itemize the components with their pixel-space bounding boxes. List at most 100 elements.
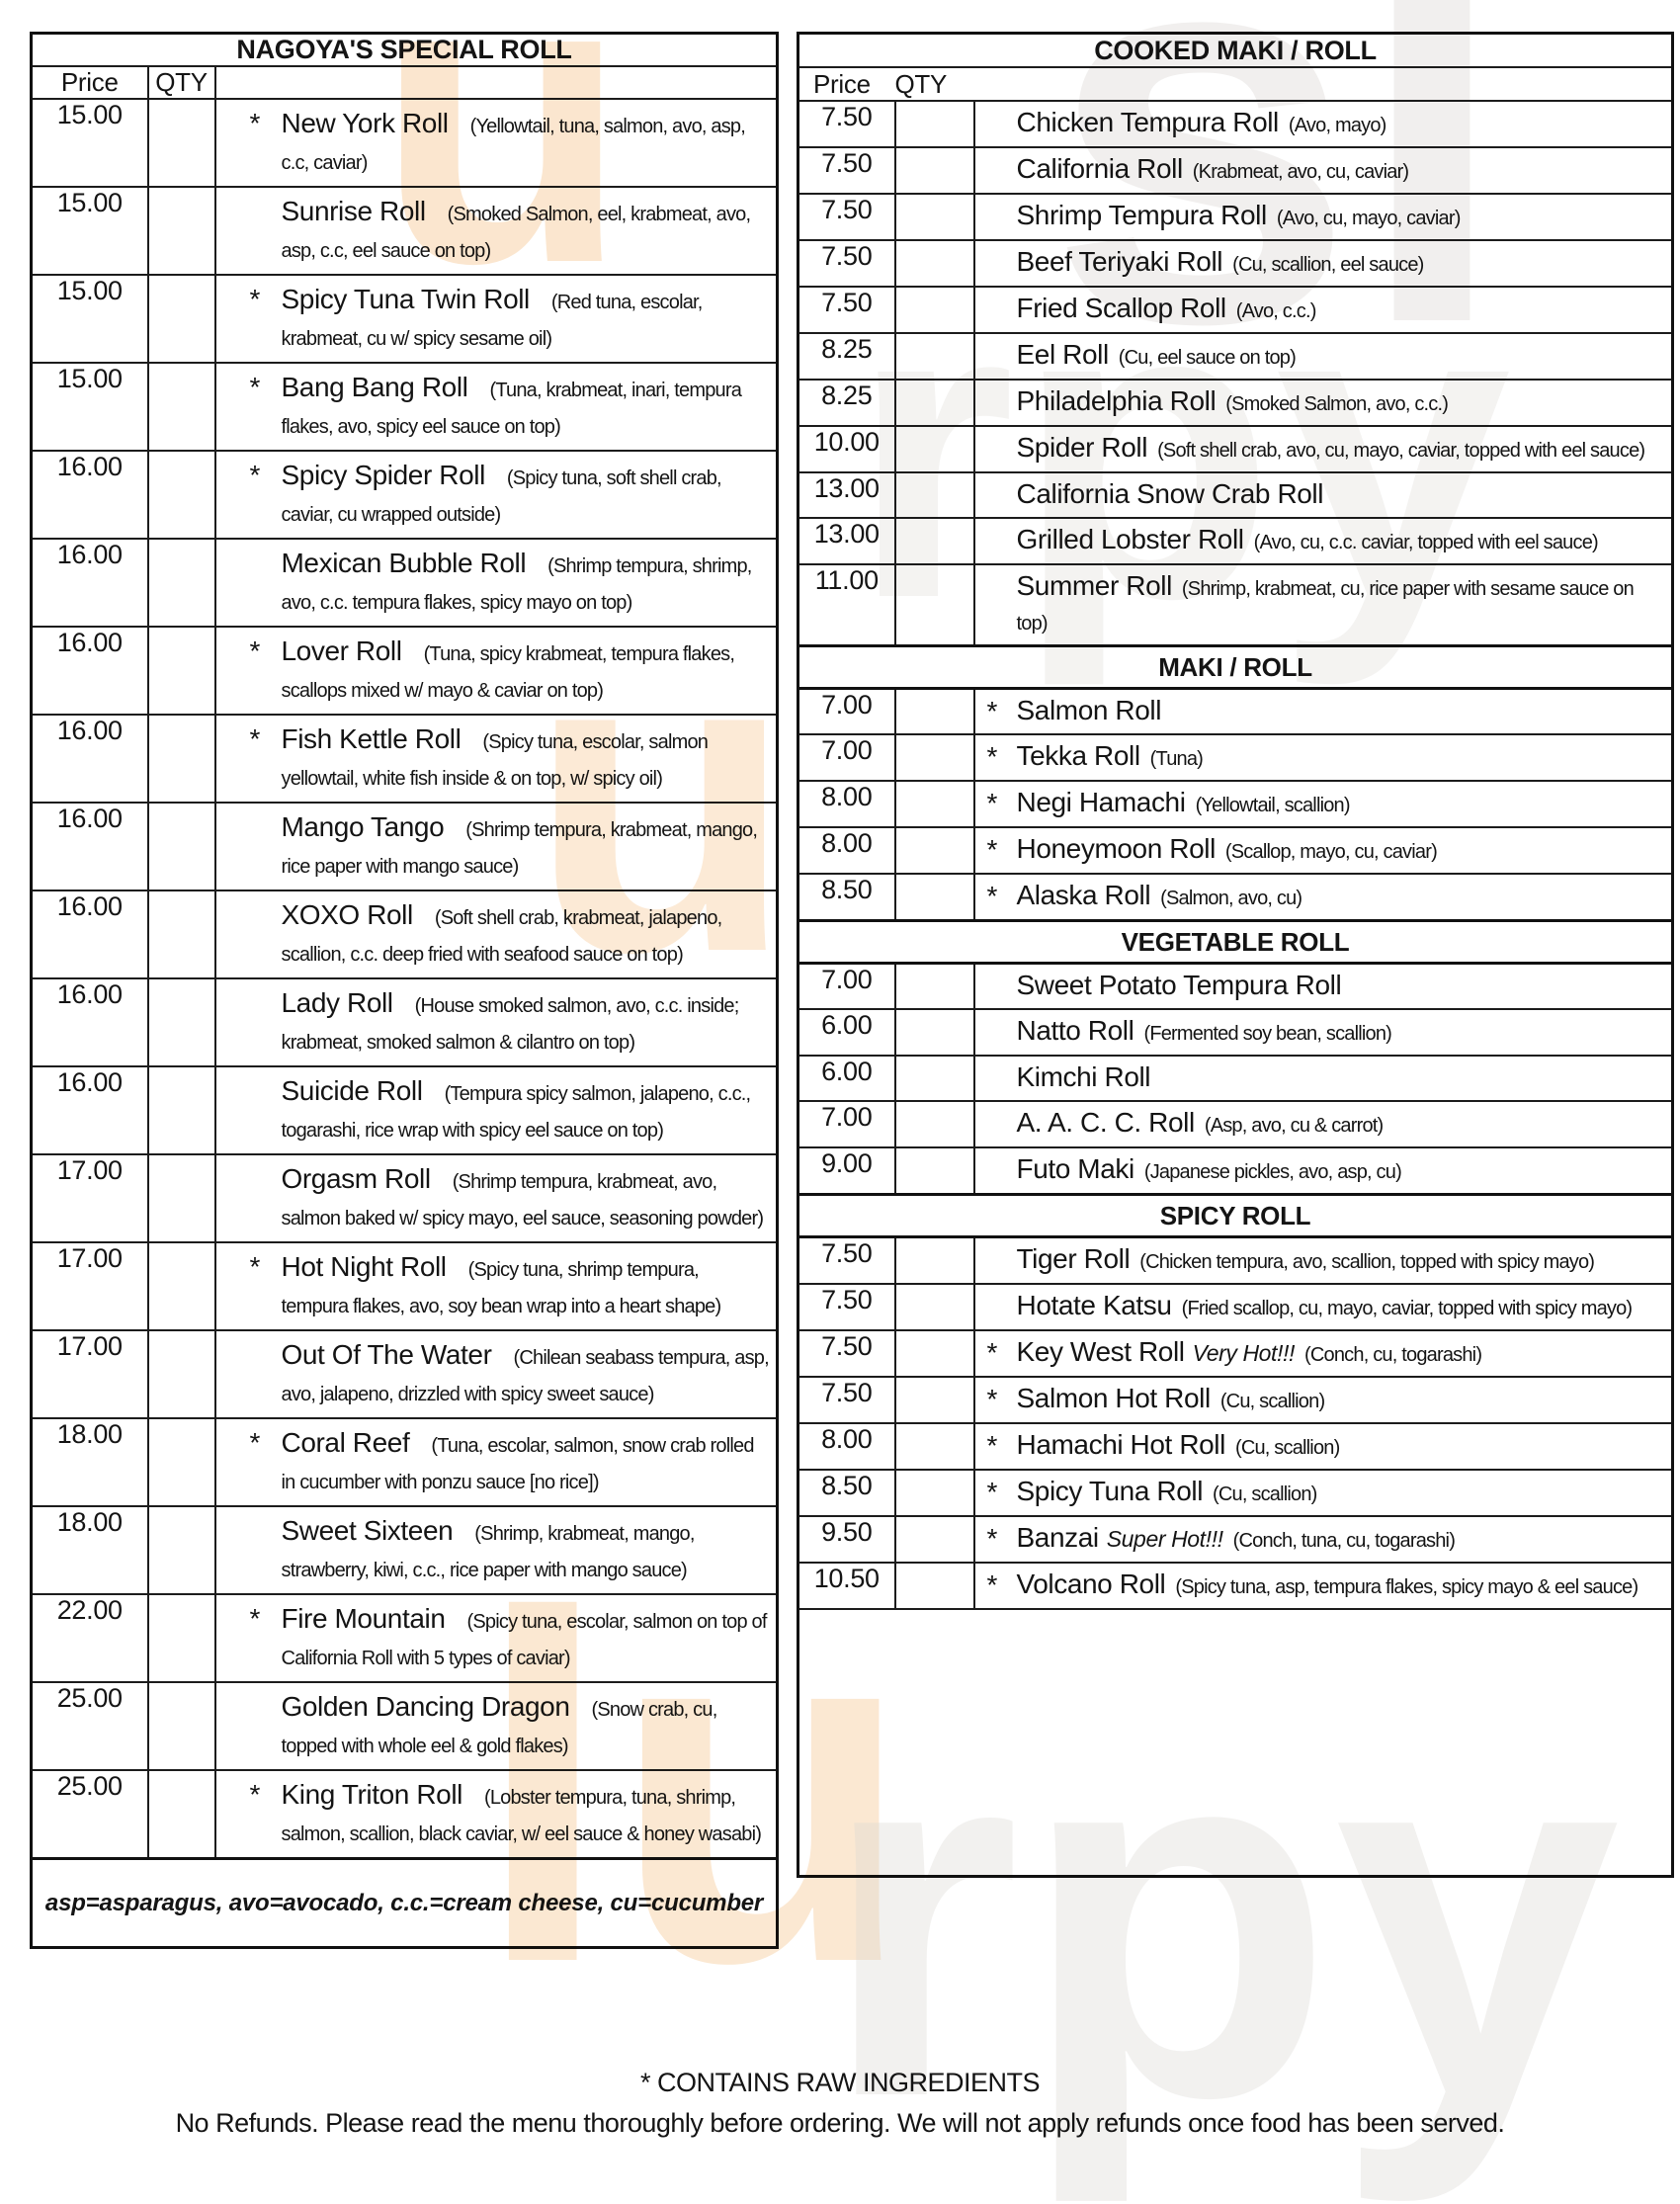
item-name: Out Of The Water — [281, 1339, 492, 1370]
item-cell: * Banzai Super Hot!!! (Conch, tuna, cu, to… — [972, 1515, 1674, 1564]
qty-cell — [893, 1235, 975, 1285]
qty-cell — [893, 286, 975, 334]
item-cell: * Salmon Roll — [972, 687, 1674, 735]
price-cell: 7.00 — [797, 733, 896, 782]
item-text: Spicy Spider Roll (Spicy tuna, soft shell… — [282, 459, 771, 532]
item-text: Lover Roll (Tuna, spicy krabmeat, tempura… — [282, 635, 771, 708]
item-description: (Fermented soy bean, scallion) — [1143, 1023, 1392, 1045]
item-text: Natto Roll (Fermented soy bean, scallion) — [1017, 1015, 1392, 1050]
item-cell: Beef Teriyaki Roll (Cu, scallion, eel sau… — [972, 239, 1674, 288]
item-name: Sweet Sixteen — [281, 1515, 454, 1546]
raw-star: * — [249, 108, 261, 138]
item-hot-note: Very Hot!!! — [1192, 1340, 1296, 1366]
raw-star: * — [249, 284, 261, 314]
item-cell: Mango Tango (Shrimp tempura, krabmeat, ma… — [213, 802, 779, 891]
item-cell: * Negi Hamachi (Yellowtail, scallion) — [972, 780, 1674, 828]
empty-area — [797, 1608, 1674, 1878]
qty-cell — [893, 780, 975, 828]
item-name: Spicy Spider Roll — [281, 460, 486, 490]
item-cell: Golden Dancing Dragon (Snow crab, cu, top… — [213, 1681, 779, 1771]
qty-cell — [146, 802, 216, 891]
price-cell: 9.00 — [797, 1146, 896, 1196]
maki-roll-items: 7.00 * Salmon Roll 7.00 * Tekka Roll (Tun… — [797, 687, 1674, 922]
item-description: (Cu, scallion, eel sauce) — [1232, 254, 1424, 276]
raw-star: * — [249, 636, 261, 666]
qty-column-header: QTY — [894, 66, 974, 102]
item-description: (Salmon, avo, cu) — [1160, 888, 1302, 909]
item-name: Shrimp Tempura Roll — [1016, 200, 1268, 230]
item-name: Grilled Lobster Roll — [1016, 524, 1245, 554]
item-name: Mango Tango — [281, 811, 445, 842]
table-row: 8.50 * Alaska Roll (Salmon, avo, cu) — [797, 873, 1674, 922]
item-description: (Conch, tuna, cu, togarashi) — [1232, 1530, 1456, 1552]
item-name: Sweet Potato Tempura Roll — [1016, 970, 1342, 1000]
item-name: New York Roll — [281, 108, 450, 138]
qty-column-header: QTY — [146, 65, 216, 100]
item-name: Beef Teriyaki Roll — [1016, 246, 1223, 277]
qty-cell — [893, 471, 975, 519]
table-row: 25.00 Golden Dancing Dragon (Snow crab, c… — [30, 1681, 779, 1771]
table-title-row: COOKED MAKI / ROLL — [797, 32, 1674, 68]
item-description: (Cu, scallion) — [1213, 1483, 1317, 1505]
price-cell: 22.00 — [30, 1593, 149, 1683]
item-column-header — [973, 66, 1673, 102]
item-cell: Mexican Bubble Roll (Shrimp tempura, shri… — [213, 538, 779, 628]
spicy-roll-items: 7.50 Tiger Roll (Chicken tempura, avo, sc… — [797, 1235, 1674, 1610]
qty-cell — [146, 714, 216, 804]
item-text: XOXO Roll (Soft shell crab, krabmeat, jal… — [282, 898, 771, 972]
item-cell: California Roll (Krabmeat, avo, cu, cavia… — [972, 146, 1674, 195]
price-cell: 9.50 — [797, 1515, 896, 1564]
raw-star: * — [986, 696, 998, 726]
table-row: 7.50 Hotate Katsu (Fried scallop, cu, may… — [797, 1283, 1674, 1331]
qty-cell — [893, 1146, 975, 1196]
item-text: Shrimp Tempura Roll (Avo, cu, mayo, cavia… — [1016, 200, 1462, 234]
item-name: Spicy Tuna Twin Roll — [281, 284, 531, 314]
price-cell: 18.00 — [30, 1505, 149, 1595]
item-name: Salmon Roll — [1016, 695, 1162, 725]
item-description: (Spicy tuna, shrimp tempura, tempura fla… — [281, 1259, 722, 1317]
item-description: (Spicy tuna, soft shell crab, caviar, cu… — [281, 467, 722, 526]
price-cell: 7.00 — [797, 687, 896, 735]
item-name: Fish Kettle Roll — [281, 723, 462, 754]
item-cell: * Salmon Hot Roll (Cu, scallion) — [972, 1376, 1674, 1424]
item-cell: * Fish Kettle Roll (Spicy tuna, escolar, … — [213, 714, 779, 804]
item-description: (Tuna, escolar, salmon, snow crab rolled… — [281, 1435, 755, 1493]
item-description: (Krabmeat, avo, cu, caviar) — [1192, 161, 1409, 183]
item-text: Beef Teriyaki Roll (Cu, scallion, eel sau… — [1016, 246, 1425, 281]
table-row: 8.00 * Hamachi Hot Roll (Cu, scallion) — [797, 1422, 1674, 1471]
item-name: A. A. C. C. Roll — [1016, 1107, 1196, 1138]
table-row: 16.00 Lady Roll (House smoked salmon, avo… — [30, 977, 779, 1067]
table-row: 7.00 A. A. C. C. Roll (Asp, avo, cu & car… — [797, 1100, 1674, 1148]
qty-cell — [146, 1593, 216, 1683]
price-cell: 17.00 — [30, 1329, 149, 1419]
item-name: Hot Night Roll — [281, 1251, 448, 1282]
item-cell: Fried Scallop Roll (Avo, c.c.) — [972, 286, 1674, 334]
item-text: Salmon Hot Roll (Cu, scallion) — [1017, 1383, 1326, 1417]
item-cell: Out Of The Water (Chilean seabass tempura… — [213, 1329, 779, 1419]
raw-star: * — [249, 460, 261, 490]
item-column-header — [213, 65, 779, 100]
table-row: 17.00 Orgasm Roll (Shrimp tempura, krabme… — [30, 1153, 779, 1243]
item-description: (Tuna, spicy krabmeat, tempura flakes, s… — [281, 643, 735, 702]
item-name: Sunrise Roll — [281, 196, 427, 226]
item-description: (Scallop, mayo, cu, caviar) — [1224, 841, 1438, 863]
item-cell: Orgasm Roll (Shrimp tempura, krabmeat, av… — [213, 1153, 779, 1243]
qty-cell — [893, 1008, 975, 1057]
price-cell: 15.00 — [30, 362, 149, 452]
qty-cell — [893, 379, 975, 427]
item-cell: * Hamachi Hot Roll (Cu, scallion) — [972, 1422, 1674, 1471]
table-row: 8.25 Eel Roll (Cu, eel sauce on top) — [797, 332, 1674, 381]
item-text: Summer Roll (Shrimp, krabmeat, cu, rice p… — [1017, 570, 1664, 639]
item-cell: * Spicy Spider Roll (Spicy tuna, soft she… — [213, 450, 779, 540]
item-cell: * Volcano Roll (Spicy tuna, asp, tempura … — [972, 1562, 1674, 1610]
qty-cell — [893, 1515, 975, 1564]
table-row: 7.50 Tiger Roll (Chicken tempura, avo, sc… — [797, 1235, 1674, 1285]
qty-cell — [893, 962, 975, 1010]
special-roll-table: NAGOYA'S SPECIAL ROLL Price QTY 15.00 * … — [30, 32, 779, 1949]
item-text: Sweet Potato Tempura Roll — [1017, 970, 1342, 1001]
maki-roll-table: COOKED MAKI / ROLL Price QTY 7.50 Chicke… — [797, 32, 1674, 1878]
item-name: Spider Roll — [1016, 432, 1148, 463]
price-cell: 7.50 — [797, 1283, 896, 1331]
qty-cell — [146, 1681, 216, 1771]
item-text: Spider Roll (Soft shell crab, avo, cu, ma… — [1016, 432, 1646, 466]
